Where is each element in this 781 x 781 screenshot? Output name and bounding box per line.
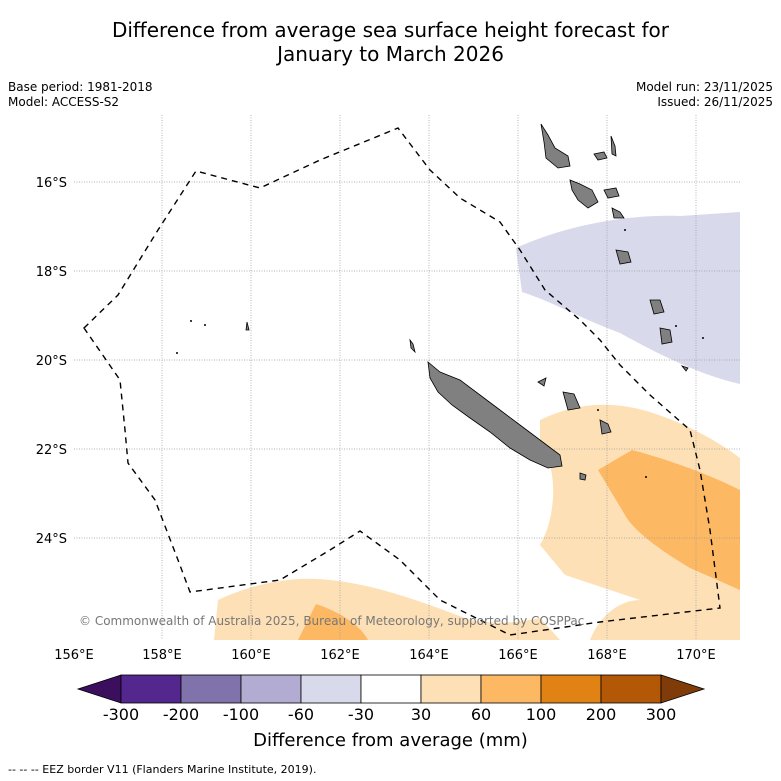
eez-border [83,127,721,636]
lat-label: 18°S [36,265,67,280]
colorbar-swatch [240,674,302,704]
colorbar-tick: -60 [287,705,315,724]
vanuatu-island-6 [611,207,625,219]
lon-label: 160°E [231,648,271,663]
lat-label: 24°S [36,532,67,547]
colorbar-swatch [360,674,422,704]
lat-label: 20°S [36,354,67,369]
positive-anomaly-region-medium [598,450,740,590]
eez-footnote: -- -- -- EEZ border V11 (Flanders Marine… [8,763,317,776]
colorbar-tick: 30 [410,705,432,724]
colorbar-max-arrow [660,674,706,704]
vanuatu-island-1 [540,123,571,169]
land-masses [245,123,689,481]
belep-island [409,338,416,354]
copyright-notice: © Commonwealth of Australia 2025, Bureau… [79,614,585,628]
colorbar-swatch [420,674,482,704]
vanuatu-island-4 [610,135,617,157]
lat-label: 22°S [36,443,67,458]
colorbar-label: Difference from average (mm) [253,730,528,751]
lon-label: 162°E [320,648,360,663]
colorbar-tick: 100 [525,705,557,724]
loyalty-island-1 [562,391,581,411]
isle-of-pines [579,472,587,481]
longitude-labels: 156°E 158°E 160°E 162°E 164°E 166°E 168°… [54,648,716,663]
colorbar-tick: -30 [347,705,375,724]
small-reefs [176,229,704,478]
colorbar-min-arrow [76,674,122,704]
colorbar-tick: -200 [162,705,200,724]
colorbar-swatch [600,674,662,704]
loyalty-island-3 [537,377,547,387]
colorbar-swatch [180,674,242,704]
chart-title: Difference from average sea surface heig… [0,18,781,66]
title-line-2: January to March 2026 [277,42,504,66]
colorbar-tick: 300 [645,705,677,724]
vanuatu-island-2 [569,179,599,209]
map-area [74,115,740,640]
graticule [74,115,740,640]
model-run: Model run: 23/11/2025 [635,80,773,94]
new-caledonia-island [427,361,563,469]
vanuatu-island-5 [603,187,620,199]
vanuatu-island-3 [593,151,608,161]
issued-date: Issued: 26/11/2025 [657,95,773,109]
lon-label: 156°E [54,648,94,663]
colorbar-swatch [120,674,182,704]
lon-label: 158°E [142,648,182,663]
colorbar-tick: 200 [585,705,617,724]
negative-anomaly-region [516,212,740,384]
positive-anomaly-region-medium-south [298,604,368,640]
title-line-1: Difference from average sea surface heig… [111,18,670,42]
lon-label: 164°E [409,648,449,663]
lat-label: 16°S [36,176,67,191]
colorbar-tick: -100 [222,705,260,724]
vanuatu-island-7 [615,249,632,265]
model-name: Model: ACCESS-S2 [8,95,120,109]
vanuatu-island-8 [649,299,665,315]
colorbar-tick: 60 [470,705,492,724]
lon-label: 166°E [498,648,538,663]
loyalty-island-2 [599,419,612,435]
colorbar [76,674,706,704]
positive-anomaly-region-south [214,578,560,640]
colorbar-swatch [480,674,542,704]
colorbar-tick: -300 [102,705,140,724]
lon-label: 170°E [676,648,716,663]
colorbar-swatch [300,674,362,704]
base-period: Base period: 1981-2018 [8,80,153,94]
chesterfield-island [245,321,250,331]
vanuatu-island-10 [680,365,689,372]
lon-label: 168°E [587,648,627,663]
latitude-labels: 16°S 18°S 20°S 22°S 24°S [36,176,67,547]
colorbar-swatch [540,674,602,704]
vanuatu-island-9 [659,327,673,345]
meta-right: Model run: 23/11/2025 Issued: 26/11/2025 [636,80,773,110]
meta-left: Base period: 1981-2018 Model: ACCESS-S2 [8,80,153,110]
